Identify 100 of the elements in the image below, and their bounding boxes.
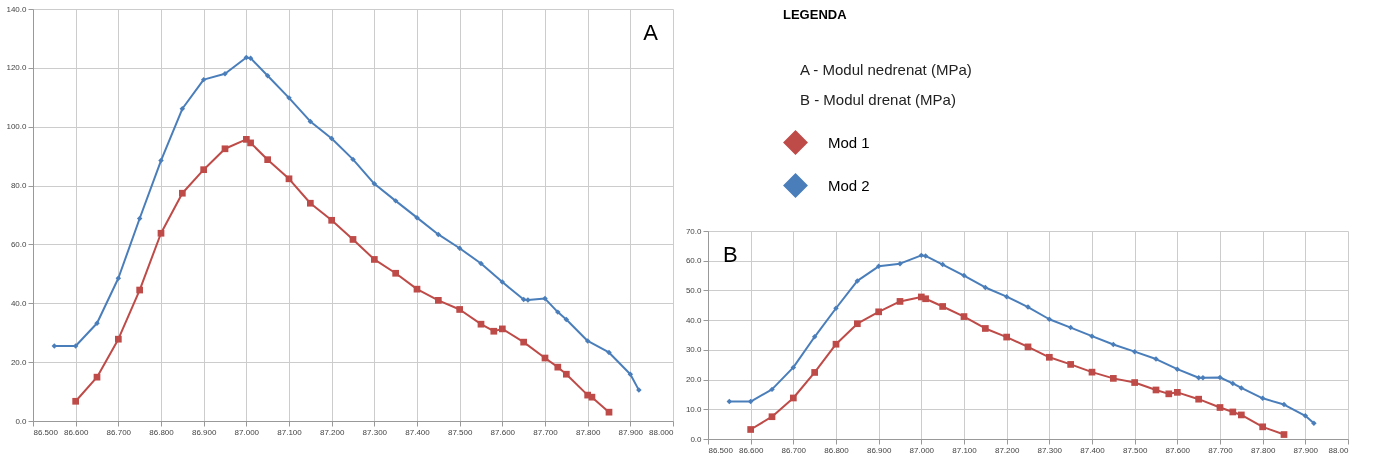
point	[1003, 333, 1011, 341]
x-tick-label: 87.700	[533, 427, 559, 437]
text: A - Modul nedrenat (MPa)	[800, 60, 972, 80]
y-tick-label: 0.0	[690, 434, 703, 444]
point	[1259, 423, 1267, 431]
point	[413, 285, 421, 293]
y-tick-label: 20.0	[10, 357, 28, 367]
y-tick-label: 0.0	[15, 416, 28, 426]
x-tick-label: 86.900	[866, 445, 892, 455]
point	[1131, 379, 1139, 386]
point	[1067, 361, 1075, 368]
x-tick-label: 87.100	[952, 445, 978, 455]
point	[1281, 401, 1287, 408]
point	[264, 73, 271, 79]
point	[747, 426, 755, 433]
y-tick-label: 140.0	[6, 4, 28, 14]
point	[306, 199, 314, 207]
point	[605, 408, 613, 416]
point	[1174, 366, 1181, 372]
point	[370, 256, 378, 263]
point	[1045, 353, 1053, 361]
point	[158, 157, 164, 164]
point	[520, 338, 528, 346]
point	[627, 371, 634, 377]
x-tick-label: 87.000	[234, 427, 260, 437]
point	[1046, 316, 1053, 322]
x-tick-label: 87.400	[405, 427, 431, 437]
point	[1280, 431, 1288, 438]
y-tick-label: 60.0	[10, 239, 28, 249]
x-tick-label: 87.500	[447, 427, 473, 437]
point	[264, 156, 272, 164]
text: B	[723, 242, 738, 267]
point	[456, 245, 463, 251]
point	[1195, 395, 1203, 403]
point	[247, 55, 254, 61]
point	[72, 397, 80, 405]
point	[554, 363, 562, 371]
point	[349, 236, 357, 243]
point	[811, 369, 819, 376]
text: B - Modul drenat (MPa)	[800, 90, 957, 110]
point	[200, 166, 208, 174]
point	[790, 364, 797, 371]
point	[588, 393, 596, 401]
x-tick-label: 86.800	[824, 445, 850, 455]
point	[1302, 413, 1309, 419]
point	[222, 71, 228, 77]
x-tick-label: 86.500	[708, 445, 734, 455]
x-tick-label: 87.100	[277, 427, 303, 437]
point	[285, 175, 293, 183]
point	[897, 260, 903, 267]
x-tick-label: 87.200	[994, 445, 1020, 455]
y-tick-label: 40.0	[685, 315, 703, 325]
point	[1131, 348, 1138, 355]
y-tick-label: 70.0	[685, 226, 703, 236]
x-tick-label: 87.800	[575, 427, 601, 437]
point	[922, 295, 929, 303]
point	[1109, 375, 1117, 382]
y-tick-label: 60.0	[685, 256, 703, 266]
point	[1259, 395, 1266, 402]
point	[896, 298, 904, 305]
point	[939, 303, 947, 310]
y-tick-label: 10.0	[685, 404, 703, 414]
point	[1216, 404, 1224, 411]
point	[350, 156, 356, 163]
point	[1311, 420, 1317, 426]
point	[94, 320, 100, 327]
point	[1003, 293, 1010, 300]
x-tick-label: 87.600	[490, 427, 516, 437]
point	[961, 272, 967, 279]
x-tick-label: 87.300	[362, 427, 388, 437]
x-tick-label: 86.800	[149, 427, 175, 437]
x-tick-label: 87.600	[1165, 445, 1191, 455]
point	[768, 413, 776, 421]
point	[811, 334, 818, 340]
point	[136, 286, 144, 294]
point	[584, 338, 591, 344]
point	[542, 295, 548, 302]
x-tick-label: 86.700	[781, 445, 807, 455]
point	[178, 189, 186, 197]
point	[1229, 408, 1237, 416]
point	[414, 214, 420, 221]
point	[434, 296, 442, 304]
point	[854, 278, 861, 284]
point	[960, 313, 968, 320]
x-tick-label: 86.700	[106, 427, 132, 437]
y-tick-label: 50.0	[685, 285, 703, 295]
x-tick-label: 86.900	[191, 427, 217, 437]
point	[1195, 375, 1202, 381]
x-tick-label: 86.500	[33, 427, 59, 437]
point	[221, 145, 229, 153]
y-tick-label: 40.0	[10, 298, 28, 308]
point	[477, 320, 485, 328]
legend-label: Mod 1	[828, 133, 870, 151]
x-tick-label: 86.600	[738, 445, 764, 455]
y-tick-label: 80.0	[10, 181, 28, 191]
x-tick-label: 87.300	[1037, 445, 1063, 455]
point	[93, 373, 101, 381]
point	[392, 269, 400, 277]
x-tick-label: 87.700	[1208, 445, 1234, 455]
x-tick-label: 87.500	[1122, 445, 1148, 455]
